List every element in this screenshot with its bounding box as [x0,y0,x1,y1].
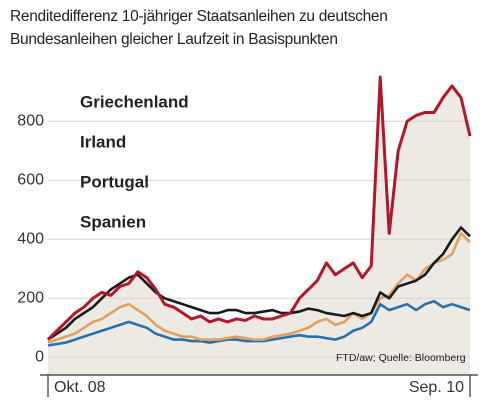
y-tick-label: 200 [17,290,44,307]
y-tick-label: 800 [17,113,44,130]
chart-title: Renditedifferenz 10-jähriger Staatsanlei… [10,8,388,25]
y-tick-label: 400 [17,231,44,248]
series-line [47,299,471,347]
source: FTD/aw; Quelle: Bloomberg [336,352,466,364]
chart-title: Bundesanleihen gleicher Laufzeit in Basi… [10,31,338,48]
y-tick-label: 0 [35,349,44,366]
series-line [47,226,471,341]
y-tick-label: 600 [17,172,44,189]
area-fill [48,77,470,376]
x-tick-label: Sep. 10 [409,379,464,396]
x-tick-label: Okt. 08 [54,379,106,396]
series-line [47,232,471,344]
series-line [46,75,472,341]
legend-label: Portugal [80,172,149,191]
legend-label: Spanien [80,212,146,231]
legend-label: Griechenland [80,92,189,111]
legend-label: Irland [80,132,126,151]
